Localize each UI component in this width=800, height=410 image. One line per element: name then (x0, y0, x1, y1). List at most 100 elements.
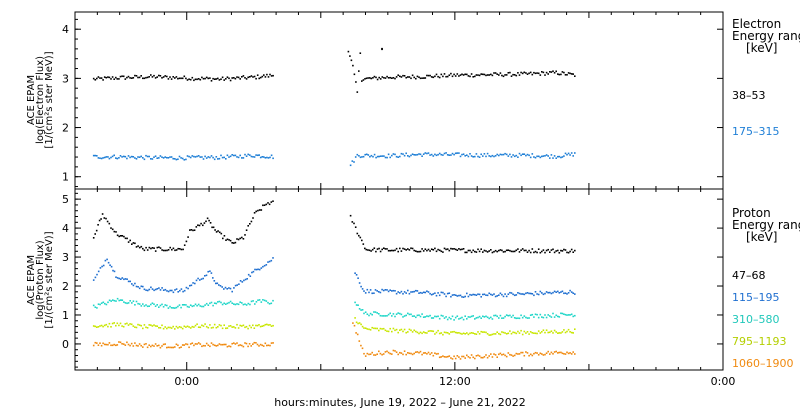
proton-point-series-3 (231, 326, 233, 328)
electron-point-series-0 (526, 73, 529, 75)
proton-point-series-0 (151, 247, 154, 249)
proton-point-series-1 (561, 290, 564, 293)
proton-point-series-4 (264, 342, 267, 345)
proton-point-series-2 (162, 306, 165, 308)
proton-point-series-0 (162, 249, 165, 252)
proton-point-series-4 (387, 351, 390, 354)
proton-point-series-0 (529, 251, 532, 254)
proton-point-series-0 (260, 209, 263, 211)
proton-point-series-3 (453, 330, 455, 333)
proton-point-series-2 (529, 314, 532, 316)
electron-point-series-1 (220, 154, 222, 157)
proton-point-series-2 (204, 304, 206, 306)
electron-point-series-0 (201, 76, 203, 79)
electron-point-series-0 (197, 78, 200, 80)
proton-point-series-1 (512, 293, 514, 296)
proton-point-series-1 (499, 292, 502, 295)
proton-point-series-1 (171, 289, 173, 292)
proton-point-series-4 (569, 352, 571, 354)
proton-y-tick-label: 4 (62, 222, 69, 235)
proton-point-series-1 (478, 293, 481, 296)
proton-point-series-2 (96, 307, 98, 309)
proton-point-series-0 (208, 219, 210, 222)
proton-point-series-2 (474, 318, 476, 320)
proton-point-series-3 (110, 326, 112, 328)
electron-point-series-0 (493, 72, 495, 74)
proton-point-series-2 (245, 304, 248, 306)
electron-point-series-0 (223, 79, 225, 81)
proton-point-series-3 (145, 326, 147, 329)
proton-point-series-0 (446, 248, 449, 250)
electron-point-series-0 (512, 73, 514, 76)
proton-point-series-1 (434, 292, 436, 294)
proton-point-series-1 (267, 261, 269, 263)
proton-point-series-1 (189, 284, 191, 287)
proton-point-series-0 (200, 222, 202, 225)
proton-point-series-2 (178, 304, 181, 306)
proton-point-series-4 (490, 353, 492, 355)
electron-point-series-0 (234, 77, 237, 80)
electron-point-series-0 (99, 77, 101, 79)
proton-point-series-1 (249, 275, 252, 277)
proton-point-series-3 (491, 333, 494, 336)
proton-point-series-2 (145, 304, 147, 306)
proton-point-series-4 (391, 353, 393, 355)
proton-point-series-1 (490, 293, 492, 296)
proton-point-series-2 (544, 314, 546, 316)
proton-point-series-1 (515, 294, 518, 296)
electron-point-series-0 (146, 76, 149, 79)
electron-point-series-1 (470, 155, 473, 157)
electron-point-series-1 (205, 157, 208, 159)
proton-point-series-1 (569, 289, 571, 292)
proton-point-series-0 (458, 248, 460, 250)
proton-point-series-2 (533, 316, 535, 318)
electron-point-series-1 (544, 155, 546, 157)
proton-point-series-0 (567, 251, 570, 254)
electron-point-series-1 (124, 155, 127, 158)
proton-point-series-3 (169, 326, 171, 329)
proton-point-series-2 (233, 303, 235, 305)
electron-point-series-1 (349, 164, 352, 167)
electron-point-series-1 (134, 157, 136, 159)
proton-point-series-0 (496, 250, 498, 253)
electron-point-series-0 (253, 75, 256, 78)
electron-point-series-0 (215, 78, 218, 80)
proton-point-series-3 (210, 327, 213, 329)
proton-point-series-1 (564, 292, 567, 294)
proton-point-series-2 (561, 312, 564, 315)
electron-point-series-1 (496, 153, 498, 156)
proton-point-series-4 (146, 346, 149, 349)
proton-point-series-2 (209, 302, 211, 305)
proton-point-series-0 (456, 249, 459, 251)
electron-point-series-0 (424, 77, 427, 79)
proton-point-series-2 (363, 312, 365, 315)
proton-point-series-4 (531, 354, 534, 357)
proton-point-series-3 (178, 326, 181, 328)
proton-point-series-2 (154, 305, 157, 307)
proton-point-series-1 (419, 291, 422, 294)
proton-point-series-3 (215, 326, 218, 329)
proton-point-series-1 (116, 277, 119, 279)
electron-point-series-0 (143, 77, 146, 80)
electron-point-series-0 (422, 77, 425, 79)
proton-point-series-2 (250, 300, 253, 303)
proton-point-series-0 (472, 249, 474, 252)
electron-point-series-0 (220, 78, 222, 80)
proton-point-series-4 (164, 343, 166, 345)
proton-point-series-2 (482, 315, 484, 318)
proton-point-series-2 (488, 317, 490, 320)
electron-point-series-1 (435, 154, 438, 157)
electron-point-series-1 (408, 155, 411, 158)
electron-point-series-1 (384, 156, 387, 159)
proton-point-series-2 (496, 315, 498, 318)
proton-point-series-2 (435, 315, 438, 318)
electron-point-series-0 (537, 72, 540, 75)
electron-point-series-0 (467, 75, 470, 77)
proton-point-series-2 (247, 302, 250, 305)
proton-point-series-0 (383, 247, 385, 249)
electron-point-series-0 (183, 75, 186, 78)
proton-point-series-3 (394, 329, 396, 332)
proton-point-series-1 (555, 291, 557, 293)
electron-point-series-0 (528, 72, 530, 75)
